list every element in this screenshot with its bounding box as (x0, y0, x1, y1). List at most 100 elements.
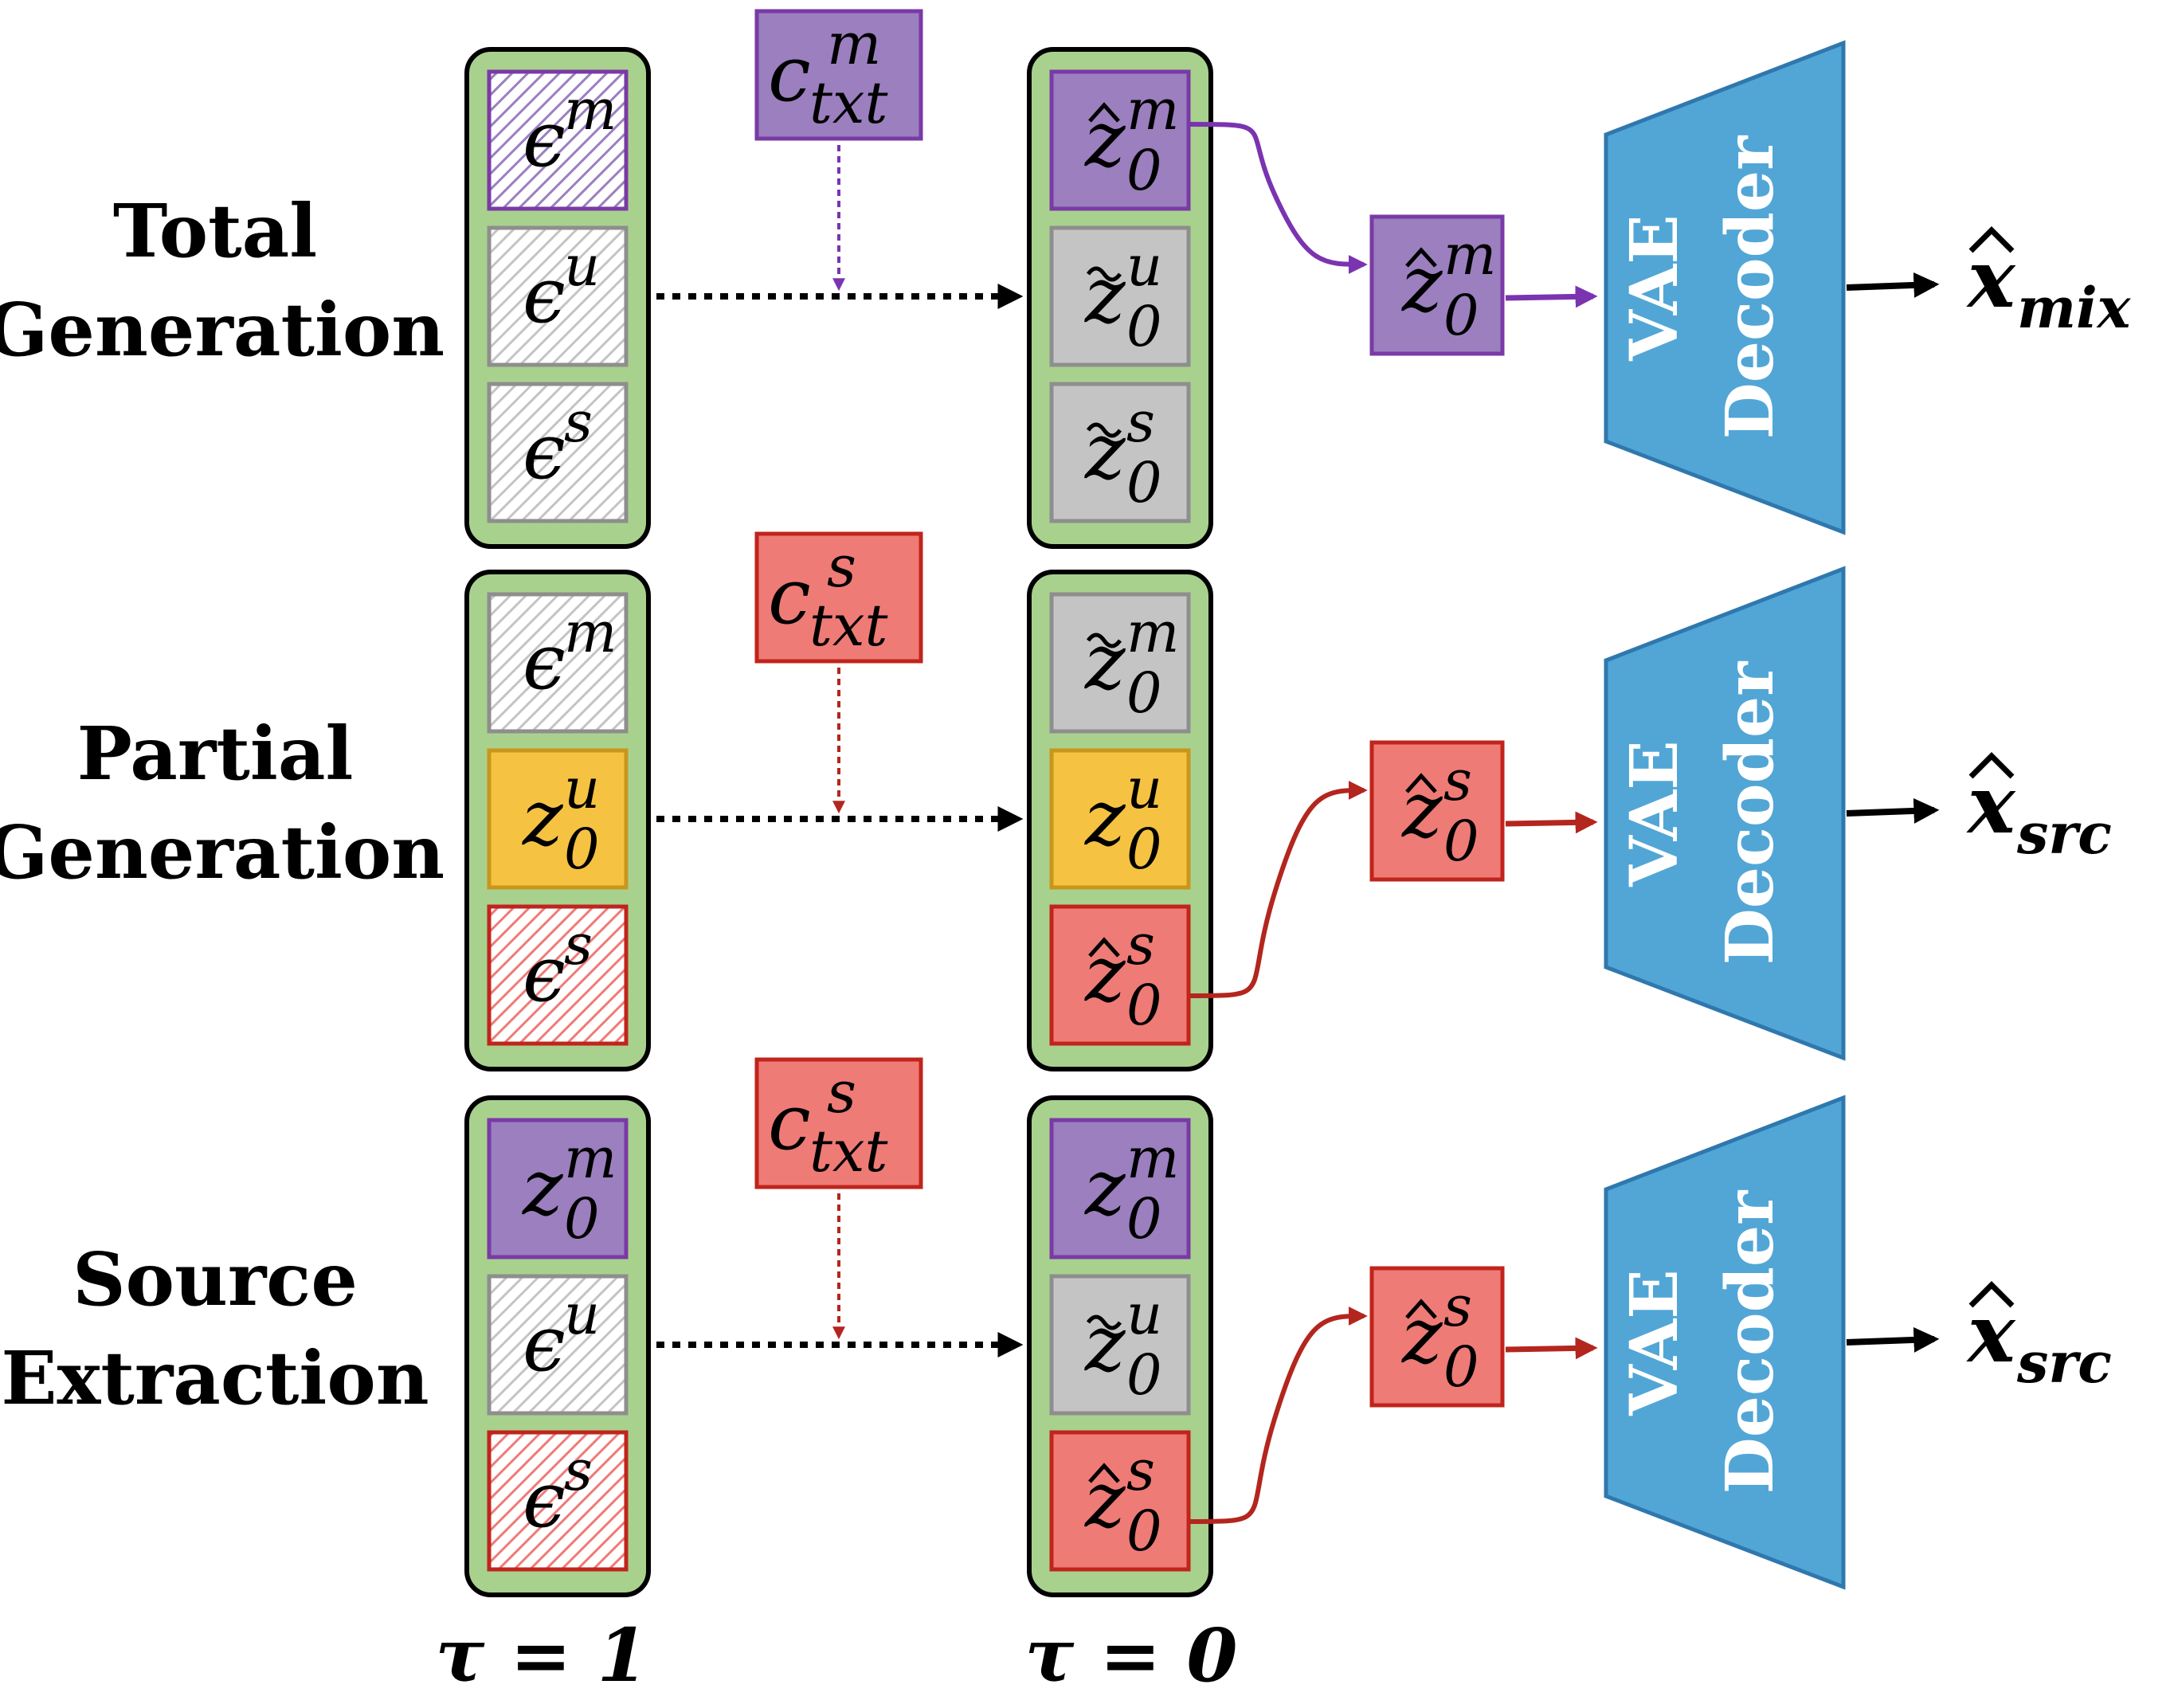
input-latent-symbol-base: z (522, 1143, 564, 1232)
input-latent-symbol: ϵu (523, 1282, 600, 1389)
output-latent-symbol-superscript: m (1126, 77, 1179, 143)
output-latent-symbol-base: z (1084, 1143, 1126, 1232)
text-condition-subscript: txt (809, 1118, 889, 1185)
input-latent-symbol: ϵs (523, 390, 593, 496)
selected-latent-symbol-subscript: 0 (1443, 809, 1479, 874)
text-condition-box (754, 531, 923, 664)
selected-latent-symbol-subscript: 0 (1443, 283, 1479, 348)
input-latent-symbol-superscript: s (564, 1438, 593, 1503)
decoder-input-arrow (1505, 811, 1598, 834)
output-latent-stack: z m0z u0z s0 (1027, 570, 1213, 1071)
input-latent-symbol-base: ϵ (523, 1299, 566, 1389)
selected-latent-symbol-hat-accent (1405, 773, 1437, 793)
output-latent-symbol-hat-accent (1088, 937, 1120, 958)
text-condition-base: c (768, 1078, 811, 1167)
input-latent-stack: ϵm z u0 ϵ s (464, 570, 651, 1071)
selected-latent-symbol: z s0 (1401, 1274, 1479, 1400)
input-latent-symbol-base: z (522, 774, 564, 863)
selected-latent-symbol-hat-accent (1405, 247, 1437, 268)
output-latent-symbol-base: z (1084, 1455, 1126, 1545)
output-latent-cell (1049, 904, 1191, 1046)
input-latent-symbol: z u0 (522, 756, 600, 882)
input-latent-cell (487, 1274, 629, 1416)
select-connector (1189, 781, 1368, 998)
input-latent-symbol-base: ϵ (523, 95, 566, 184)
timestep-labels: τ = 1 τ = 0 (435, 1612, 1237, 1698)
input-latent-cell (487, 1118, 629, 1259)
decoded-output-hat-accent (1968, 1281, 2015, 1308)
timestep-input-label: τ = 1 (435, 1612, 648, 1698)
input-latent-cell (487, 225, 629, 367)
select-connector (1189, 122, 1368, 274)
input-latent-cell (487, 382, 629, 523)
output-latent-symbol: z m0 (1084, 600, 1179, 726)
text-condition-box (754, 9, 923, 141)
output-latent-symbol-tilde-accent (1086, 633, 1122, 648)
selected-latent-symbol-base: z (1401, 1291, 1443, 1381)
input-latent-symbol-superscript: s (564, 912, 593, 977)
output-latent-symbol-base: z (1084, 1299, 1126, 1389)
output-latent-symbol: z m0 (1084, 1126, 1179, 1252)
decoder-input-arrow (1505, 1337, 1598, 1360)
selected-latent: z m0 (1369, 214, 1505, 356)
decoded-output-subscript: src (2016, 801, 2112, 867)
decoded-output: x src (1966, 752, 2112, 867)
selected-latent-symbol: z m0 (1401, 222, 1496, 348)
output-latent-cell (1049, 69, 1191, 211)
selected-latent: z s0 (1369, 740, 1505, 882)
output-latent-symbol-superscript: s (1126, 1438, 1155, 1503)
output-latent-symbol: z s0 (1084, 390, 1162, 515)
input-latent-symbol-superscript: u (564, 233, 600, 299)
output-latent-symbol-hat-accent (1088, 102, 1120, 123)
row-label-line: Generation (0, 287, 445, 373)
input-latent-symbol-base: ϵ (523, 617, 566, 707)
output-latent-symbol-base: z (1084, 617, 1126, 707)
decoder-input-arrow (1505, 285, 1598, 308)
output-latent-symbol-base: z (1084, 95, 1126, 184)
selected-latent-box (1369, 214, 1505, 356)
selected-latent-symbol-superscript: s (1443, 748, 1472, 813)
output-latent-symbol: z u0 (1084, 756, 1162, 882)
vae-decoder-label: Decoder (1712, 1189, 1788, 1494)
output-latent-symbol-subscript: 0 (1126, 450, 1162, 515)
input-latent-symbol: ϵm (523, 600, 617, 707)
output-latent-symbol-superscript: m (1126, 600, 1179, 665)
select-connector (1189, 1306, 1368, 1524)
output-latent-symbol-base: z (1084, 774, 1126, 863)
input-latent-symbol-base: ϵ (523, 251, 566, 340)
selected-latent-symbol-subscript: 0 (1443, 1334, 1479, 1400)
input-latent-symbol: z m0 (522, 1126, 617, 1252)
selected-latent-symbol: z s0 (1401, 748, 1479, 874)
input-latent-symbol-superscript: u (564, 1282, 600, 1347)
text-condition-box (754, 1057, 923, 1189)
output-latent-cell (1049, 1430, 1191, 1572)
output-latent-cell (1049, 592, 1191, 734)
output-latent-symbol: z m0 (1084, 77, 1179, 203)
input-latent-cell (487, 904, 629, 1046)
output-latent-symbol-superscript: u (1126, 233, 1162, 299)
output-latent-symbol-superscript: u (1126, 756, 1162, 821)
output-latent-symbol-subscript: 0 (1126, 973, 1162, 1038)
text-condition-subscript: txt (809, 592, 889, 659)
selected-latent-symbol-superscript: s (1443, 1274, 1472, 1339)
selected-latent-symbol-superscript: m (1443, 222, 1496, 288)
output-latent-symbol-base: z (1084, 930, 1126, 1019)
vae-decoder-block (1604, 1095, 1846, 1590)
output-latent-stack: z m0z u0z s0 (1027, 47, 1213, 549)
decoded-output: x mix (1966, 226, 2132, 341)
decoder-output-arrow (1846, 1326, 1940, 1353)
output-latent-symbol-tilde-accent (1086, 266, 1122, 282)
decoded-output-subscript: src (2016, 1330, 2112, 1396)
input-latent-symbol: ϵs (523, 1438, 593, 1545)
output-latent-symbol-tilde-accent (1086, 1314, 1122, 1330)
input-latent-symbol-base: ϵ (523, 1455, 566, 1545)
output-latent-symbol-subscript: 0 (1126, 138, 1162, 203)
decoder-output-arrow (1846, 797, 1940, 824)
decoded-output-hat-accent (1968, 226, 2015, 253)
text-condition-superscript: s (827, 1059, 856, 1126)
